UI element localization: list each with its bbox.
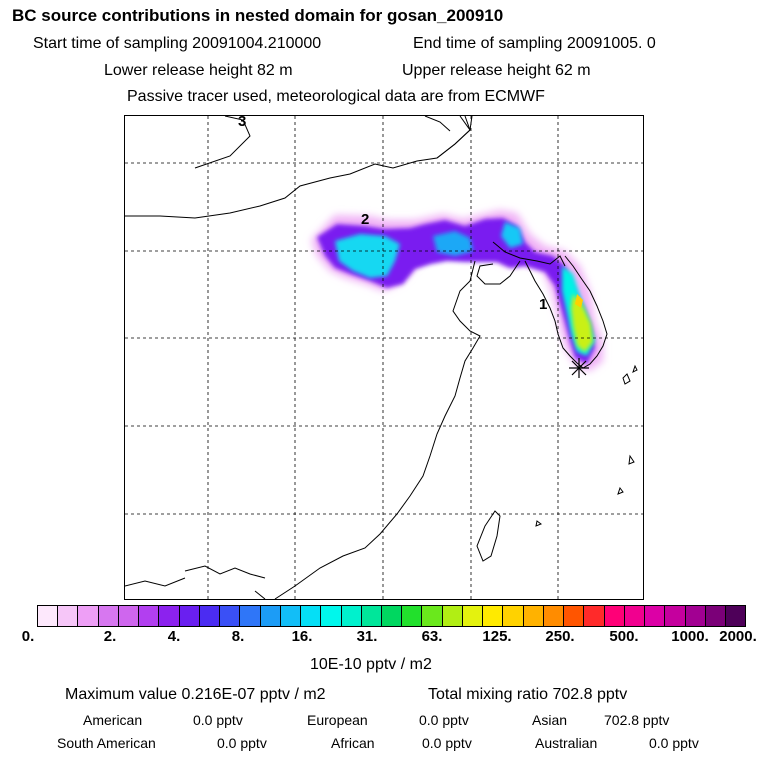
total-mixing-ratio: Total mixing ratio 702.8 pptv (428, 686, 628, 703)
region-value-asian: 702.8 pptv (604, 712, 670, 728)
color-scale-swatch (38, 606, 59, 626)
color-scale-swatch (301, 606, 322, 626)
maximum-value: Maximum value 0.216E-07 pptv / m2 (65, 686, 326, 703)
region-label-3: 3 (238, 115, 247, 130)
color-scale-swatch (685, 606, 706, 626)
color-scale-swatch (402, 606, 423, 626)
color-scale-swatch (462, 606, 484, 626)
color-scale-tick-label: 250. (545, 628, 575, 645)
color-scale-swatch (422, 606, 443, 626)
color-scale-swatch (543, 606, 565, 626)
color-scale-swatch (705, 606, 726, 626)
region-name-asian: Asian (532, 712, 568, 728)
color-scale-swatch (725, 606, 746, 626)
color-scale-swatch (645, 606, 666, 626)
plot-title: BC source contributions in nested domain… (12, 6, 504, 25)
color-scale-swatch (260, 606, 281, 626)
color-scale-swatch (584, 606, 605, 626)
plume-korea-yellow (571, 294, 593, 352)
color-scale-swatch (179, 606, 200, 626)
color-scale-swatch (523, 606, 544, 626)
start-time-label: Start time of sampling 20091004.210000 (33, 35, 322, 52)
color-scale-swatch (159, 606, 180, 626)
color-scale-swatch (442, 606, 463, 626)
plume-peak (575, 294, 583, 308)
region-name-african: African (331, 735, 375, 751)
color-scale-swatch (280, 606, 302, 626)
region-value-african: 0.0 pptv (422, 735, 472, 751)
color-scale-swatch (665, 606, 686, 626)
color-scale-swatch (58, 606, 79, 626)
map-canvas (125, 116, 643, 599)
region-label-1: 1 (539, 296, 548, 313)
color-scale-swatch (503, 606, 524, 626)
color-scale-tick-label: 125. (482, 628, 512, 645)
color-scale-swatch (483, 606, 504, 626)
color-scale-swatch (240, 606, 261, 626)
gridlines (125, 116, 643, 599)
color-scale-tick-label: 1000. (671, 628, 709, 645)
color-scale-swatch (78, 606, 99, 626)
color-scale-tick-label: 2. (103, 628, 117, 645)
color-scale-tick-label: 16. (291, 628, 313, 645)
color-scale-tick-label: 31. (356, 628, 378, 645)
end-time-label: End time of sampling 20091005. 0 (413, 35, 656, 52)
region-name-american: American (83, 712, 143, 728)
color-scale-tick-label: 63. (421, 628, 443, 645)
color-scale-tick-label: 8. (231, 628, 245, 645)
region-value-australian: 0.0 pptv (649, 735, 699, 751)
color-scale-swatch (341, 606, 362, 626)
plume-core-center (433, 231, 473, 256)
receptor-star (569, 358, 589, 378)
color-scale-swatch (624, 606, 646, 626)
color-scale-tick-label: 0. (21, 628, 35, 645)
region-value-south-american: 0.0 pptv (217, 735, 267, 751)
color-scale-swatch (321, 606, 342, 626)
color-scale-swatch (139, 606, 160, 626)
plume-core-west (335, 234, 400, 278)
tracer-note: Passive tracer used, meteorological data… (127, 88, 545, 105)
color-scale-unit: 10E-10 pptv / m2 (310, 656, 432, 673)
color-scale-swatch (381, 606, 403, 626)
plume-core-east (501, 222, 523, 248)
upper-height-label: Upper release height 62 m (402, 62, 591, 79)
color-scale-swatch (199, 606, 221, 626)
region-value-american: 0.0 pptv (193, 712, 243, 728)
color-scale-swatch (118, 606, 140, 626)
color-scale-swatch (604, 606, 625, 626)
region-name-south-american: South American (57, 735, 156, 751)
coastlines (125, 116, 638, 599)
region-label-2: 2 (361, 211, 370, 228)
color-scale-swatch (564, 606, 585, 626)
color-scale-bar (37, 605, 746, 627)
color-scale-swatch (98, 606, 119, 626)
region-value-european: 0.0 pptv (419, 712, 469, 728)
region-name-australian: Australian (535, 735, 598, 751)
color-scale-swatch (220, 606, 241, 626)
map-panel: 3 2 1 (124, 115, 644, 600)
plume-field (311, 210, 603, 371)
color-scale-tick-label: 500. (609, 628, 639, 645)
color-scale-swatch (361, 606, 382, 626)
color-scale-tick-label: 2000. (719, 628, 757, 645)
lower-height-label: Lower release height 82 m (104, 62, 293, 79)
color-scale-tick-label: 4. (167, 628, 181, 645)
region-name-european: European (307, 712, 368, 728)
